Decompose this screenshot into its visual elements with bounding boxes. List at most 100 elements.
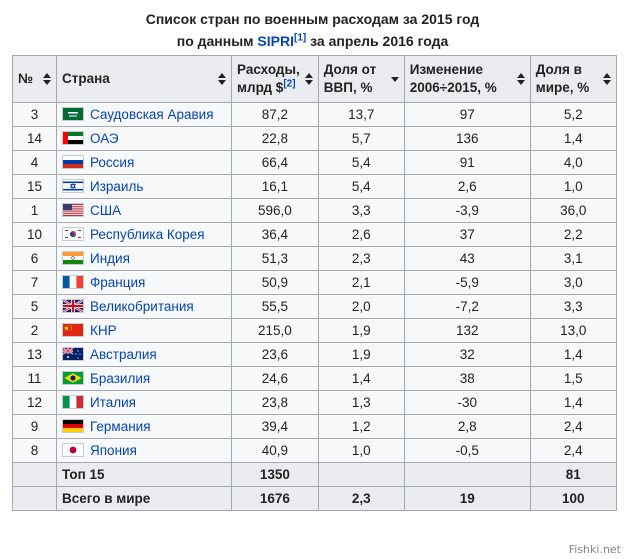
country-link[interactable]: Бразилия [90,371,151,386]
country-link[interactable]: КНР [90,323,117,338]
spending-cell: 22,8 [231,126,319,151]
rank-cell: 13 [12,342,57,367]
gdp-share-cell: 1,0 [317,438,405,463]
world-share-cell: 1,4 [529,342,617,367]
world-share-cell: 1,5 [529,366,617,391]
sort-icon[interactable] [602,73,611,85]
italy-flag-icon [62,395,84,409]
rank-cell: 10 [12,222,57,247]
gdp-share-cell: 3,3 [317,198,405,223]
sort-icon[interactable] [516,73,525,85]
country-cell: Индия [56,246,232,271]
caption-suffix: за апрель 2016 года [306,33,449,49]
country-cell: Израиль [56,174,232,199]
spending-cell: 51,3 [231,246,319,271]
header-country[interactable]: Страна [56,55,232,103]
country-cell: Бразилия [56,366,232,391]
country-link[interactable]: Германия [90,419,151,434]
gdp-share-cell: 1,9 [317,342,405,367]
ref-link-1[interactable]: [1] [294,32,307,44]
table-row: 5 Великобритания 55,5 2,0 -7,2 3,3 [12,294,617,319]
world-share-cell: 13,0 [529,318,617,343]
france-flag-icon [62,275,84,289]
gdp-share-cell: 5,7 [317,126,405,151]
caption-line-2: по данным SIPRI[1] за апрель 2016 года [0,30,625,52]
header-world-share[interactable]: Доля в мире, % [529,55,617,103]
country-link[interactable]: Австралия [90,347,157,362]
caption-prefix: по данным [176,33,258,49]
spending-cell: 596,0 [231,198,319,223]
total-gdp-share: 2,3 [317,486,405,511]
change-cell: -30 [403,390,531,415]
country-cell: Великобритания [56,294,232,319]
military-spending-table: № Страна Расходы, млрд $[2] Доля от ВВП,… [12,55,617,511]
world-share-cell: 2,4 [529,414,617,439]
world-share-cell: 2,4 [529,438,617,463]
header-spending[interactable]: Расходы, млрд $[2] [231,55,319,103]
country-link[interactable]: Республика Корея [90,227,205,242]
header-change[interactable]: Изменение 2006÷2015, % [403,55,531,103]
sipri-link[interactable]: SIPRI [257,33,294,49]
rank-cell: 14 [12,126,57,151]
header-num[interactable]: № [12,55,57,103]
gdp-share-cell: 1,4 [317,366,405,391]
australia-flag-icon [62,347,84,361]
spending-cell: 87,2 [231,102,319,127]
uk-flag-icon [62,299,84,313]
country-link[interactable]: Япония [90,443,137,458]
world-share-cell: 3,0 [529,270,617,295]
rank-cell: 5 [12,294,57,319]
russia-flag-icon [62,155,84,169]
country-link[interactable]: Италия [90,395,136,410]
table-row: 7 Франция 50,9 2,1 -5,9 3,0 [12,270,617,295]
country-link[interactable]: Великобритания [90,299,194,314]
total-change: 19 [403,486,531,511]
table-caption: Список стран по военным расходам за 2015… [0,8,625,52]
country-cell: Саудовская Аравия [56,102,232,127]
header-gdp-share[interactable]: Доля от ВВП, % [317,55,405,103]
sort-desc-icon[interactable] [390,73,399,85]
change-cell: 91 [403,150,531,175]
change-cell: 97 [403,102,531,127]
country-cell: Италия [56,390,232,415]
country-link[interactable]: ОАЭ [90,131,119,146]
spending-cell: 23,6 [231,342,319,367]
gdp-share-cell: 2,1 [317,270,405,295]
table-row: 10 Республика Корея 36,4 2,6 37 2,2 [12,222,617,247]
change-cell: 132 [403,318,531,343]
rank-cell: 4 [12,150,57,175]
sort-icon[interactable] [304,73,313,85]
table-row: 6 Индия 51,3 2,3 43 3,1 [12,246,617,271]
israel-flag-icon [62,179,84,193]
caption-line-1: Список стран по военным расходам за 2015… [145,11,480,27]
germany-flag-icon [62,419,84,433]
country-link[interactable]: Индия [90,251,130,266]
table-row: 11 Бразилия 24,6 1,4 38 1,5 [12,366,617,391]
sort-icon[interactable] [218,73,226,85]
country-link[interactable]: Саудовская Аравия [90,107,214,122]
sort-icon[interactable] [43,73,51,85]
country-link[interactable]: США [90,203,122,218]
table-row: 13 Австралия 23,6 1,9 32 1,4 [12,342,617,367]
spending-cell: 66,4 [231,150,319,175]
saudi-arabia-flag-icon [62,107,84,121]
table-row: 2 КНР 215,0 1,9 132 13,0 [12,318,617,343]
table-row: 8 Япония 40,9 1,0 -0,5 2,4 [12,438,617,463]
world-share-cell: 3,3 [529,294,617,319]
rank-cell: 9 [12,414,57,439]
brazil-flag-icon [62,371,84,385]
country-link[interactable]: Франция [90,275,146,290]
change-cell: 38 [403,366,531,391]
country-link[interactable]: Россия [90,155,135,170]
gdp-share-cell: 2,6 [317,222,405,247]
change-cell: -3,9 [403,198,531,223]
table-row: 3 Саудовская Аравия 87,2 13,7 97 5,2 [12,102,617,127]
rank-cell: 1 [12,198,57,223]
total-spending: 1350 [231,462,319,487]
country-link[interactable]: Израиль [90,179,144,194]
india-flag-icon [62,251,84,265]
total-world-share: 100 [529,486,617,511]
change-cell: 2,8 [403,414,531,439]
ref-link-2[interactable]: [2] [283,78,296,90]
header-row: № Страна Расходы, млрд $[2] Доля от ВВП,… [12,55,617,103]
